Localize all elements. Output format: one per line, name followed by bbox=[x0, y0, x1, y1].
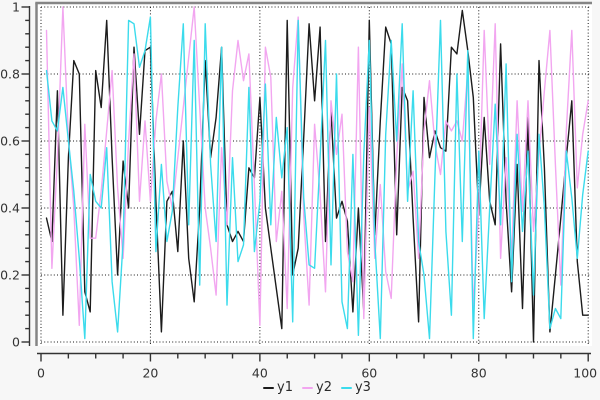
series-y2-line bbox=[45, 6, 589, 326]
series-group bbox=[45, 6, 589, 343]
x-tick-label: 100 bbox=[573, 366, 597, 381]
axes bbox=[21, 6, 591, 362]
y-tick-label: 0.8 bbox=[0, 67, 20, 82]
y-tick-label: 1 bbox=[12, 0, 20, 15]
series-y3-line bbox=[45, 16, 589, 340]
x-tick-label: 60 bbox=[361, 366, 377, 381]
y-tick-label: 0.6 bbox=[0, 134, 20, 149]
y-tick-label: 0.2 bbox=[0, 268, 20, 283]
x-tick-label: 20 bbox=[142, 366, 158, 381]
x-tick-label: 40 bbox=[252, 366, 268, 381]
y-tick-label: 0 bbox=[12, 335, 20, 350]
y-tick-label: 0.4 bbox=[0, 201, 20, 216]
x-tick-label: 80 bbox=[471, 366, 487, 381]
x-tick-label: 0 bbox=[37, 366, 45, 381]
tick-labels: 0 0.2 0.4 0.6 0.8 1 0 20 40 60 80 100 bbox=[0, 0, 597, 381]
